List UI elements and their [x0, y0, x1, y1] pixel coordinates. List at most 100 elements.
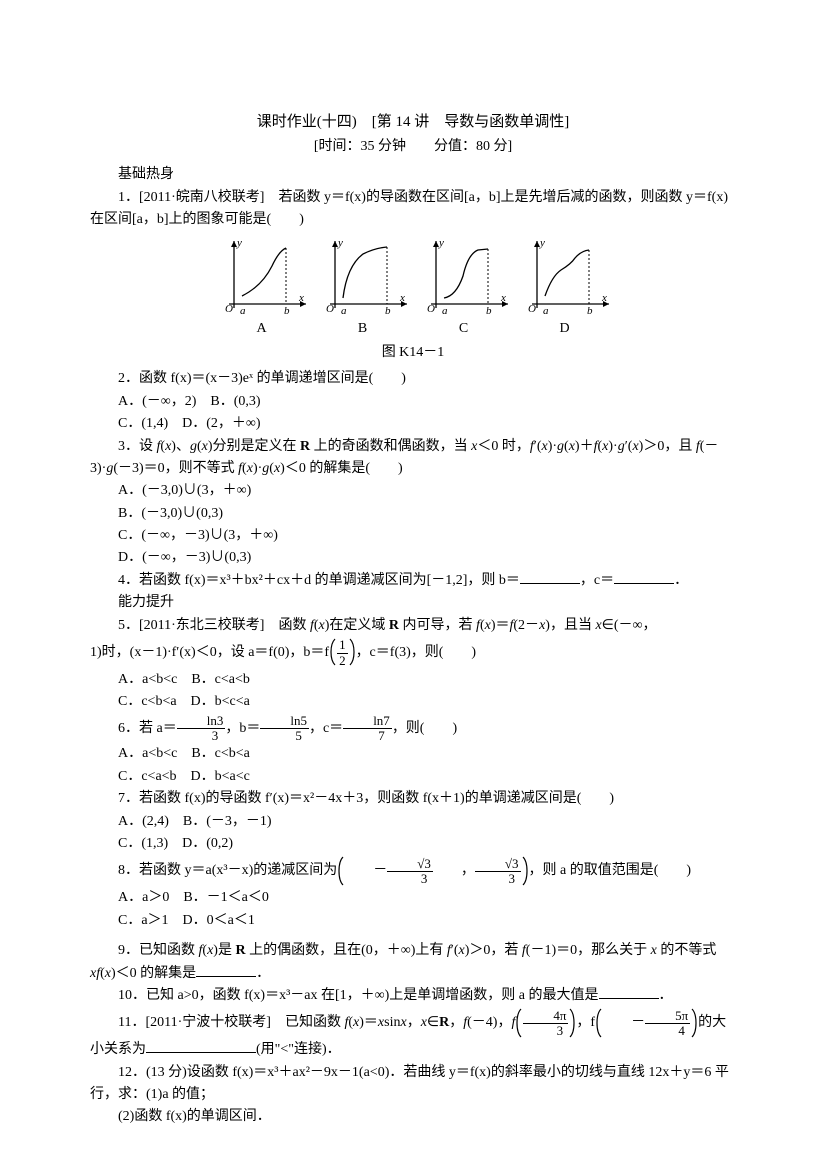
- q6-opts-1: A．a<b<c B．c<b<a: [90, 743, 736, 765]
- q8-a: 8．若函数 y＝a(x³－x)的递减区间为: [118, 864, 337, 879]
- q6-frac-3: ln77: [343, 714, 392, 744]
- q8-stem: 8．若函数 y＝a(x³－x)的递减区间为－√33，√33，则 a 的取值范围是…: [90, 855, 736, 887]
- q4-text-1: 4．若函数 f(x)＝x³＋bx²＋cx＋d 的单调递减区间为[－1,2]，则 …: [118, 573, 520, 588]
- section-basic: 基础热身: [90, 164, 736, 186]
- q11-frac-2: －5π4: [595, 1007, 698, 1039]
- q6-b: ，b＝: [225, 721, 260, 736]
- section-ability: 能力提升: [90, 592, 736, 614]
- q7-opts-1: A．(2,4) B．(－3，－1): [90, 811, 736, 833]
- q3-stem: 3．设 f(x)、g(x)分别是定义在 R 上的奇函数和偶函数，当 x＜0 时，…: [90, 436, 736, 481]
- q6-frac-1: ln33: [177, 714, 226, 744]
- q1-label-d: D: [559, 318, 569, 340]
- q1-figures: O a b y x A O a b y x B: [90, 236, 736, 340]
- q6-a: 6．若 a＝: [118, 721, 177, 736]
- spacer: [90, 932, 736, 940]
- q11-d: (用"<"连接)．: [256, 1042, 341, 1057]
- q1-stem: 1．[2011·皖南八校联考] 若函数 y＝f(x)的导函数在区间[a，b]上是…: [90, 187, 736, 232]
- svg-text:y: y: [236, 237, 242, 249]
- q2-stem: 2．函数 f(x)＝(x－3)eˣ 的单调递增区间是( ): [90, 368, 736, 390]
- q11-stem: 11．[2011·宁波十校联考] 已知函数 f(x)＝xsinx，x∈R，f(－…: [90, 1007, 736, 1061]
- q6-frac-2: ln55: [260, 714, 309, 744]
- q5-stem-line1: 5．[2011·东北三校联考] 函数 f(x)在定义域 R 内可导，若 f(x)…: [90, 615, 736, 637]
- q4-text-2: ，c＝: [580, 573, 614, 588]
- q11-frac-1: 4π3: [515, 1007, 576, 1039]
- q10-stem: 10．已知 a>0，函数 f(x)＝x³－ax 在[1，＋∞)上是单调增函数，则…: [90, 985, 736, 1007]
- page-title: 课时作业(十四) [第 14 讲 导数与函数单调性]: [90, 110, 736, 134]
- svg-text:x: x: [399, 292, 405, 304]
- svg-text:y: y: [438, 237, 444, 249]
- q11-neg: －: [603, 1012, 645, 1034]
- q8-interval: －√33，√33: [337, 855, 528, 887]
- graph-b-svg: O a b y x: [315, 236, 410, 316]
- q7-stem: 7．若函数 f(x)的导函数 f′(x)＝x²－4x＋3，则函数 f(x＋1)的…: [90, 788, 736, 810]
- q4-stem: 4．若函数 f(x)＝x³＋bx²＋cx＋d 的单调递减区间为[－1,2]，则 …: [90, 570, 736, 592]
- svg-text:x: x: [601, 292, 607, 304]
- q5-opts-2: C．c<b<a D．b<c<a: [90, 691, 736, 713]
- q8-b: ，则 a 的取值范围是( ): [529, 864, 692, 879]
- q4-text-3: ．: [674, 573, 688, 588]
- svg-text:a: a: [543, 305, 549, 316]
- q5-frac-half: 12: [329, 637, 356, 669]
- q6-c: ，c＝: [309, 721, 343, 736]
- q6-d: ，则( ): [392, 721, 457, 736]
- q3-opt-d: D．(－∞，－3)∪(0,3): [90, 547, 736, 569]
- svg-text:b: b: [587, 305, 593, 316]
- svg-text:O: O: [427, 303, 435, 315]
- svg-text:a: a: [442, 305, 448, 316]
- q2-opts-2: C．(1,4) D．(2，＋∞): [90, 413, 736, 435]
- q5-part-b: 1)时，(x－1)·f′(x)＜0，设 a＝f(0)，b＝f: [90, 645, 329, 660]
- q8-opts-2: C．a＞1 D．0＜a＜1: [90, 910, 736, 932]
- page-subtitle: [时间：35 分钟 分值：80 分]: [90, 136, 736, 158]
- q8-comma: ，: [433, 860, 475, 882]
- q9-blank: [196, 963, 256, 977]
- q6-stem: 6．若 a＝ln33，b＝ln55，c＝ln77，则( ): [90, 714, 736, 744]
- q5-part-c: ，c＝f(3)，则( ): [356, 645, 477, 660]
- graph-c-svg: O a b y x: [416, 236, 511, 316]
- q4-blank-1: [520, 570, 580, 584]
- q9-stem: 9．已知函数 f(x)是 R 上的偶函数，且在(0，＋∞)上有 f′(x)＞0，…: [90, 940, 736, 985]
- svg-text:y: y: [337, 237, 343, 249]
- q3-opt-b: B．(－3,0)∪(0,3): [90, 503, 736, 525]
- q10-blank: [599, 985, 659, 999]
- q1-fig-d: O a b y x D: [517, 236, 612, 340]
- svg-text:O: O: [528, 303, 536, 315]
- svg-text:O: O: [225, 303, 233, 315]
- q7-opts-2: C．(1,3) D．(0,2): [90, 833, 736, 855]
- graph-a-svg: O a b y x: [214, 236, 309, 316]
- q12-stem: 12．(13 分)设函数 f(x)＝x³＋ax²－9x－1(a<0)．若曲线 y…: [90, 1062, 736, 1107]
- svg-text:y: y: [539, 237, 545, 249]
- q6-opts-2: C．c<a<b D．b<a<c: [90, 766, 736, 788]
- svg-text:b: b: [486, 305, 492, 316]
- q1-label-c: C: [459, 318, 468, 340]
- q1-fig-c: O a b y x C: [416, 236, 511, 340]
- q3-stem-text: 3．设 f(x)、g(x)分别是定义在 R 上的奇函数和偶函数，当 x＜0 时，…: [90, 439, 718, 476]
- svg-text:b: b: [385, 305, 391, 316]
- q3-opt-c: C．(－∞，－3)∪(3，＋∞): [90, 525, 736, 547]
- q8-opts-1: A．a＞0 B．－1＜a＜0: [90, 887, 736, 909]
- q5-opts-1: A．a<b<c B．c<a<b: [90, 669, 736, 691]
- q9-end: ．: [256, 966, 270, 981]
- q3-opt-a: A．(－3,0)∪(3，＋∞): [90, 480, 736, 502]
- q1-caption: 图 K14－1: [90, 342, 736, 364]
- svg-text:O: O: [326, 303, 334, 315]
- q5-part-a: 5．[2011·东北三校联考] 函数 f(x)在定义域 R 内可导，若 f(x)…: [118, 618, 657, 633]
- q1-label-b: B: [358, 318, 367, 340]
- svg-text:a: a: [240, 305, 246, 316]
- graph-d-svg: O a b y x: [517, 236, 612, 316]
- svg-text:b: b: [284, 305, 290, 316]
- q1-fig-a: O a b y x A: [214, 236, 309, 340]
- svg-text:x: x: [500, 292, 506, 304]
- q1-label-a: A: [256, 318, 266, 340]
- q4-blank-2: [614, 570, 674, 584]
- svg-text:a: a: [341, 305, 347, 316]
- q8-neg: －: [345, 860, 387, 882]
- q9-text: 9．已知函数 f(x)是 R 上的偶函数，且在(0，＋∞)上有 f′(x)＞0，…: [90, 943, 716, 980]
- q10-end: ．: [659, 988, 673, 1003]
- q12-part2: (2)函数 f(x)的单调区间．: [90, 1106, 736, 1128]
- q5-stem-line2: 1)时，(x－1)·f′(x)＜0，设 a＝f(0)，b＝f12，c＝f(3)，…: [90, 637, 736, 669]
- q1-fig-b: O a b y x B: [315, 236, 410, 340]
- q2-opts-1: A．(－∞，2) B．(0,3): [90, 391, 736, 413]
- svg-text:x: x: [298, 292, 304, 304]
- q10-text: 10．已知 a>0，函数 f(x)＝x³－ax 在[1，＋∞)上是单调增函数，则…: [118, 988, 599, 1003]
- q11-b: ，f: [576, 1016, 595, 1031]
